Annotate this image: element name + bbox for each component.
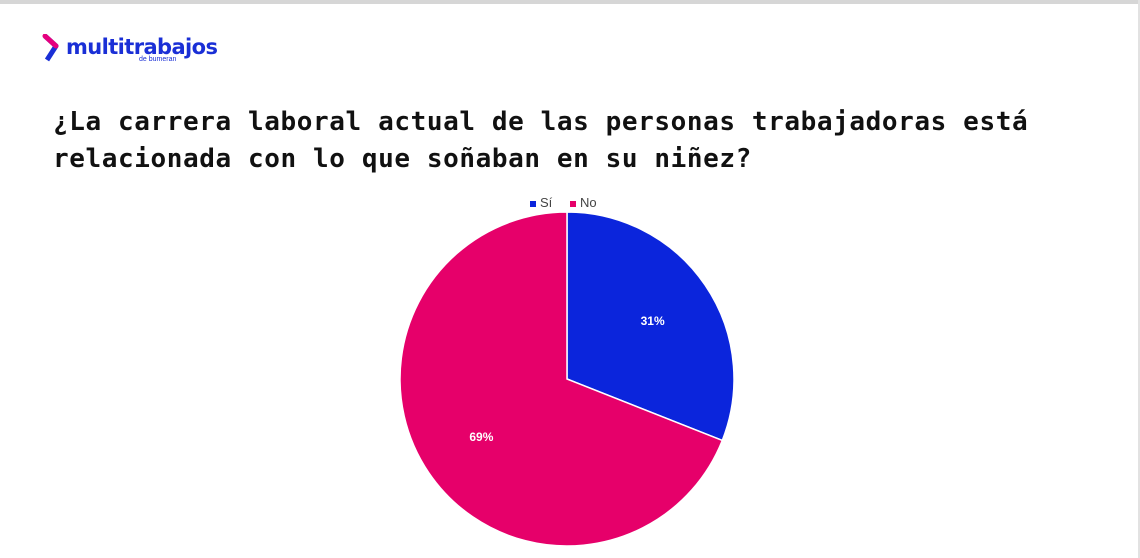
top-border <box>0 0 1140 4</box>
chevron-right-icon <box>42 34 59 62</box>
legend-swatch-no <box>570 201 576 207</box>
data-label-no: 69% <box>469 430 493 444</box>
brand-name: multitrabajos <box>66 35 218 59</box>
right-border <box>1138 0 1140 558</box>
legend-label-si: Sí <box>540 195 553 210</box>
chart-title: ¿La carrera laboral actual de las person… <box>53 107 1029 174</box>
pie-slice-si <box>566 211 735 442</box>
brand-tagline: de bumeran <box>139 56 177 63</box>
data-label-si: 31% <box>641 314 665 328</box>
chart-legend: Sí No <box>0 194 1140 214</box>
brand-logo: multitrabajos de bumeran <box>42 32 242 72</box>
legend-label-no: No <box>580 195 597 210</box>
pie-slice-no <box>399 211 724 547</box>
legend-swatch-si <box>530 201 536 207</box>
